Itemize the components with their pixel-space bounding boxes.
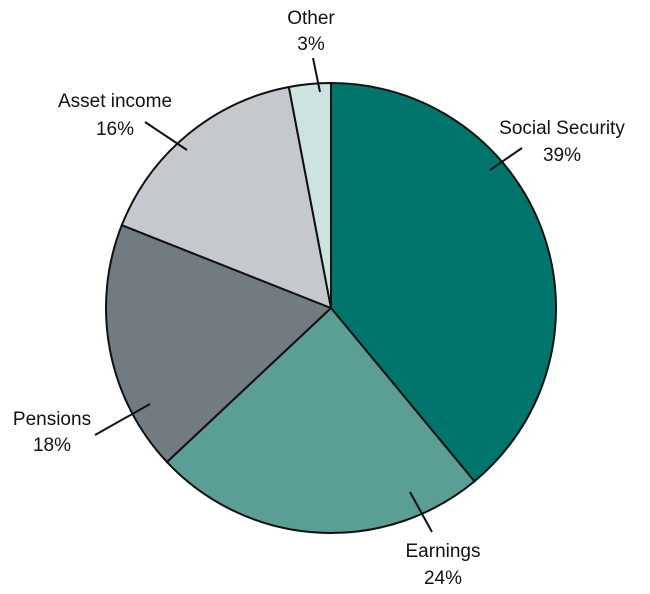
label-earnings: Earnings bbox=[406, 541, 481, 562]
label-other: Other bbox=[287, 8, 335, 29]
pie-slice-earnings bbox=[165, 307, 476, 534]
value-other: 3% bbox=[297, 34, 325, 55]
pie-slice-social-security bbox=[330, 82, 557, 483]
label-asset-income: Asset income bbox=[58, 91, 172, 112]
value-earnings: 24% bbox=[424, 568, 462, 589]
leader-line-pensions bbox=[94, 403, 151, 436]
pie-slice-asset-income bbox=[120, 85, 332, 309]
leader-line-social-security bbox=[489, 147, 523, 171]
leader-line-other bbox=[312, 57, 321, 93]
label-social-security: Social Security bbox=[499, 118, 625, 139]
label-pensions: Pensions bbox=[13, 409, 91, 430]
pie-slices bbox=[105, 82, 557, 534]
pie-slice-pensions bbox=[105, 224, 332, 464]
pie-slice-other bbox=[287, 82, 332, 309]
value-asset-income: 16% bbox=[96, 119, 134, 140]
leader-line-earnings bbox=[409, 491, 433, 533]
value-social-security: 39% bbox=[543, 145, 581, 166]
value-pensions: 18% bbox=[33, 435, 71, 456]
leader-line-asset-income bbox=[144, 121, 188, 151]
